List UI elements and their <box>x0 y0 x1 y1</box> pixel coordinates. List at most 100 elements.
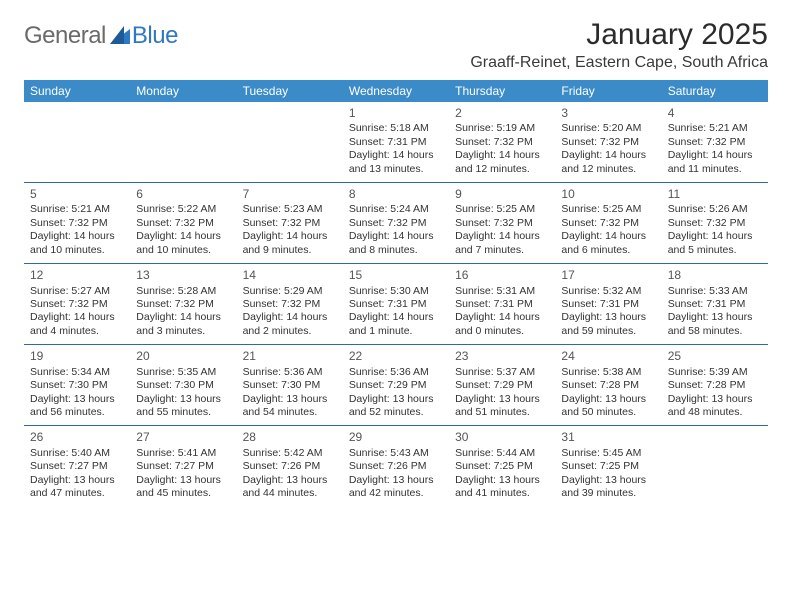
daylight-line: Daylight: 14 hours and 11 minutes. <box>668 149 762 176</box>
calendar-day: 6Sunrise: 5:22 AMSunset: 7:32 PMDaylight… <box>130 183 236 263</box>
calendar-day: 11Sunrise: 5:26 AMSunset: 7:32 PMDayligh… <box>662 183 768 263</box>
day-number: 29 <box>349 430 443 445</box>
day-number: 26 <box>30 430 124 445</box>
daylight-line: Daylight: 13 hours and 45 minutes. <box>136 474 230 501</box>
sunset-line: Sunset: 7:32 PM <box>668 217 762 230</box>
daylight-line: Daylight: 14 hours and 10 minutes. <box>30 230 124 257</box>
daylight-line: Daylight: 13 hours and 54 minutes. <box>243 393 337 420</box>
calendar-day: 27Sunrise: 5:41 AMSunset: 7:27 PMDayligh… <box>130 426 236 506</box>
daylight-line: Daylight: 14 hours and 8 minutes. <box>349 230 443 257</box>
sunset-line: Sunset: 7:30 PM <box>243 379 337 392</box>
daylight-line: Daylight: 13 hours and 39 minutes. <box>561 474 655 501</box>
sunset-line: Sunset: 7:27 PM <box>30 460 124 473</box>
brand-logo: General Blue <box>24 18 178 50</box>
day-number: 19 <box>30 349 124 364</box>
day-number: 2 <box>455 106 549 121</box>
calendar-week: 1Sunrise: 5:18 AMSunset: 7:31 PMDaylight… <box>24 102 768 183</box>
calendar-day: 26 Sunrise: 5:40 AMSunset: 7:27 PMDayligh… <box>24 426 130 506</box>
sunset-line: Sunset: 7:32 PM <box>243 298 337 311</box>
calendar-day <box>24 102 130 182</box>
calendar-day: 9Sunrise: 5:25 AMSunset: 7:32 PMDaylight… <box>449 183 555 263</box>
sunrise-line: Sunrise: 5:40 AM <box>30 447 124 460</box>
month-title: January 2025 <box>470 18 768 52</box>
daylight-line: Daylight: 13 hours and 51 minutes. <box>455 393 549 420</box>
weekday-header: Tuesday <box>237 80 343 102</box>
sunset-line: Sunset: 7:28 PM <box>668 379 762 392</box>
weekday-header: Wednesday <box>343 80 449 102</box>
daylight-line: Daylight: 13 hours and 55 minutes. <box>136 393 230 420</box>
calendar-day: 16Sunrise: 5:31 AMSunset: 7:31 PMDayligh… <box>449 264 555 344</box>
calendar-day: 15Sunrise: 5:30 AMSunset: 7:31 PMDayligh… <box>343 264 449 344</box>
day-number: 4 <box>668 106 762 121</box>
sunset-line: Sunset: 7:31 PM <box>455 298 549 311</box>
calendar-day <box>237 102 343 182</box>
sunset-line: Sunset: 7:29 PM <box>349 379 443 392</box>
sunset-line: Sunset: 7:31 PM <box>668 298 762 311</box>
calendar-day: 23Sunrise: 5:37 AMSunset: 7:29 PMDayligh… <box>449 345 555 425</box>
location-subtitle: Graaff-Reinet, Eastern Cape, South Afric… <box>470 54 768 72</box>
sunset-line: Sunset: 7:25 PM <box>561 460 655 473</box>
calendar-day: 3Sunrise: 5:20 AMSunset: 7:32 PMDaylight… <box>555 102 661 182</box>
weekday-header: Friday <box>555 80 661 102</box>
calendar-day: 2Sunrise: 5:19 AMSunset: 7:32 PMDaylight… <box>449 102 555 182</box>
calendar-day: 14Sunrise: 5:29 AMSunset: 7:32 PMDayligh… <box>237 264 343 344</box>
day-number: 5 <box>30 187 124 202</box>
sunrise-line: Sunrise: 5:23 AM <box>243 203 337 216</box>
sunrise-line: Sunrise: 5:20 AM <box>561 122 655 135</box>
day-number: 21 <box>243 349 337 364</box>
daylight-line: Daylight: 13 hours and 42 minutes. <box>349 474 443 501</box>
sunset-line: Sunset: 7:26 PM <box>349 460 443 473</box>
day-number: 18 <box>668 268 762 283</box>
calendar-day <box>130 102 236 182</box>
daylight-line: Daylight: 13 hours and 47 minutes. <box>30 474 124 501</box>
daylight-line: Daylight: 14 hours and 5 minutes. <box>668 230 762 257</box>
day-number: 22 <box>349 349 443 364</box>
sunset-line: Sunset: 7:32 PM <box>668 136 762 149</box>
calendar-day: 20Sunrise: 5:35 AMSunset: 7:30 PMDayligh… <box>130 345 236 425</box>
daylight-line: Daylight: 14 hours and 6 minutes. <box>561 230 655 257</box>
daylight-line: Daylight: 14 hours and 10 minutes. <box>136 230 230 257</box>
calendar-day: 12Sunrise: 5:27 AMSunset: 7:32 PMDayligh… <box>24 264 130 344</box>
sunrise-line: Sunrise: 5:32 AM <box>561 285 655 298</box>
daylight-line: Daylight: 14 hours and 2 minutes. <box>243 311 337 338</box>
calendar-day: 5Sunrise: 5:21 AMSunset: 7:32 PMDaylight… <box>24 183 130 263</box>
calendar-day: 21Sunrise: 5:36 AMSunset: 7:30 PMDayligh… <box>237 345 343 425</box>
sunset-line: Sunset: 7:31 PM <box>561 298 655 311</box>
calendar-day: 10Sunrise: 5:25 AMSunset: 7:32 PMDayligh… <box>555 183 661 263</box>
daylight-line: Daylight: 14 hours and 1 minute. <box>349 311 443 338</box>
sunset-line: Sunset: 7:32 PM <box>349 217 443 230</box>
day-number: 13 <box>136 268 230 283</box>
sunset-line: Sunset: 7:31 PM <box>349 298 443 311</box>
daylight-line: Daylight: 13 hours and 41 minutes. <box>455 474 549 501</box>
calendar-grid: 1Sunrise: 5:18 AMSunset: 7:31 PMDaylight… <box>24 102 768 507</box>
sunrise-line: Sunrise: 5:28 AM <box>136 285 230 298</box>
calendar-day: 8Sunrise: 5:24 AMSunset: 7:32 PMDaylight… <box>343 183 449 263</box>
sunset-line: Sunset: 7:30 PM <box>136 379 230 392</box>
calendar-week: 5Sunrise: 5:21 AMSunset: 7:32 PMDaylight… <box>24 183 768 264</box>
sunrise-line: Sunrise: 5:42 AM <box>243 447 337 460</box>
calendar-day: 29 Sunrise: 5:43 AMSunset: 7:26 PMDayligh… <box>343 426 449 506</box>
header: General Blue January 2025 Graaff-Reinet,… <box>24 18 768 72</box>
day-number: 28 <box>243 430 337 445</box>
calendar-day: 22Sunrise: 5:36 AMSunset: 7:29 PMDayligh… <box>343 345 449 425</box>
sunset-line: Sunset: 7:32 PM <box>136 298 230 311</box>
daylight-line: Daylight: 13 hours and 52 minutes. <box>349 393 443 420</box>
calendar-day <box>662 426 768 506</box>
daylight-line: Daylight: 13 hours and 44 minutes. <box>243 474 337 501</box>
sunrise-line: Sunrise: 5:26 AM <box>668 203 762 216</box>
daylight-line: Daylight: 14 hours and 9 minutes. <box>243 230 337 257</box>
daylight-line: Daylight: 14 hours and 13 minutes. <box>349 149 443 176</box>
weekday-header-row: SundayMondayTuesdayWednesdayThursdayFrid… <box>24 80 768 102</box>
sunrise-line: Sunrise: 5:45 AM <box>561 447 655 460</box>
daylight-line: Daylight: 14 hours and 12 minutes. <box>455 149 549 176</box>
daylight-line: Daylight: 14 hours and 12 minutes. <box>561 149 655 176</box>
sunrise-line: Sunrise: 5:22 AM <box>136 203 230 216</box>
day-number: 1 <box>349 106 443 121</box>
day-number: 31 <box>561 430 655 445</box>
sunset-line: Sunset: 7:25 PM <box>455 460 549 473</box>
sunrise-line: Sunrise: 5:39 AM <box>668 366 762 379</box>
calendar-day: 13Sunrise: 5:28 AMSunset: 7:32 PMDayligh… <box>130 264 236 344</box>
day-number: 3 <box>561 106 655 121</box>
calendar-week: 26Sunrise: 5:40 AMSunset: 7:27 PMDayligh… <box>24 426 768 506</box>
sunrise-line: Sunrise: 5:43 AM <box>349 447 443 460</box>
